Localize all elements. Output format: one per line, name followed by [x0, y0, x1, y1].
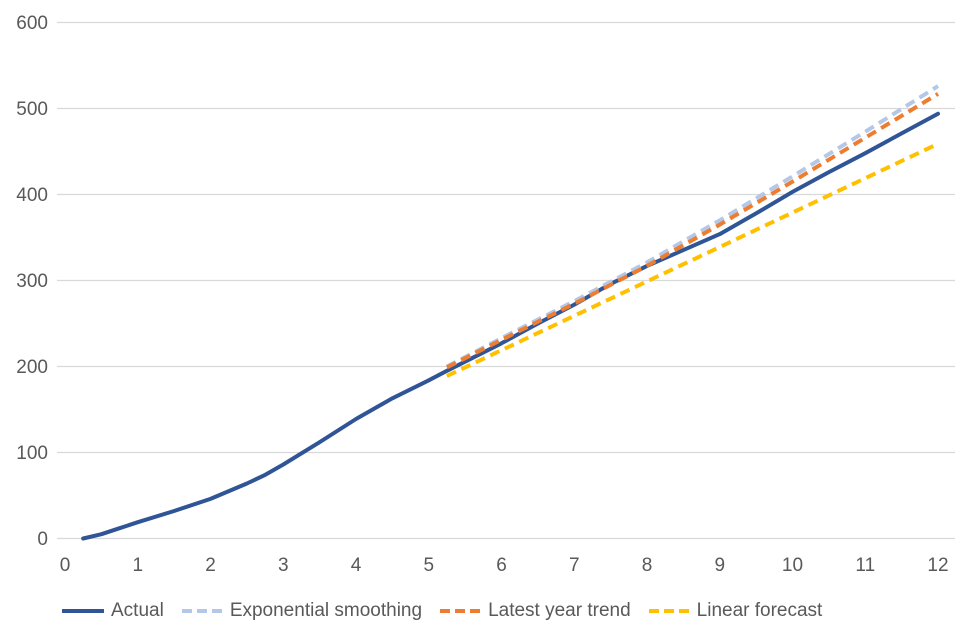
legend-label-linear-forecast: Linear forecast	[696, 600, 823, 621]
y-axis-label-500: 500	[16, 99, 48, 120]
legend-marker-exponential-smoothing	[181, 609, 222, 613]
x-axis-label-5: 5	[424, 555, 435, 576]
x-axis-label-6: 6	[496, 555, 507, 576]
chart-legend: Actual Exponential smoothing Latest year t…	[62, 597, 822, 625]
y-axis-label-200: 200	[16, 357, 48, 378]
y-axis-label-300: 300	[16, 271, 48, 292]
legend-marker-latest-year-trend	[440, 609, 481, 613]
x-axis-label-8: 8	[642, 555, 653, 576]
y-axis-label-400: 400	[16, 185, 48, 206]
y-axis-label-600: 600	[16, 13, 48, 34]
x-axis-label-12: 12	[927, 555, 948, 576]
x-axis-label-10: 10	[782, 555, 803, 576]
legend-label-actual: Actual	[111, 600, 164, 621]
legend-label-latest-year-trend: Latest year trend	[488, 600, 631, 621]
legend-marker-actual	[62, 609, 104, 613]
legend-item-latest-year-trend: Latest year trend	[439, 598, 631, 624]
x-axis-label-3: 3	[278, 555, 289, 576]
series-line-exponential-smoothing	[445, 84, 940, 369]
x-axis-label-11: 11	[855, 555, 875, 576]
series-line-linear-forecast	[446, 141, 939, 378]
legend-marker-linear-forecast	[648, 609, 689, 613]
series-line-actual	[81, 111, 940, 541]
x-axis-label-2: 2	[205, 555, 216, 576]
y-axis-label-100: 100	[16, 443, 48, 464]
legend-label-exponential-smoothing: Exponential smoothing	[229, 600, 423, 621]
y-axis-label-0: 0	[37, 529, 48, 550]
x-axis-label-7: 7	[569, 555, 580, 576]
x-axis-label-0: 0	[60, 555, 71, 576]
x-axis-label-1: 1	[133, 555, 144, 576]
legend-item-actual: Actual	[62, 598, 164, 624]
legend-item-linear-forecast: Linear forecast	[648, 598, 823, 624]
legend-item-exponential-smoothing: Exponential smoothing	[181, 598, 422, 624]
x-axis-label-4: 4	[351, 555, 362, 576]
x-axis-label-9: 9	[715, 555, 726, 576]
